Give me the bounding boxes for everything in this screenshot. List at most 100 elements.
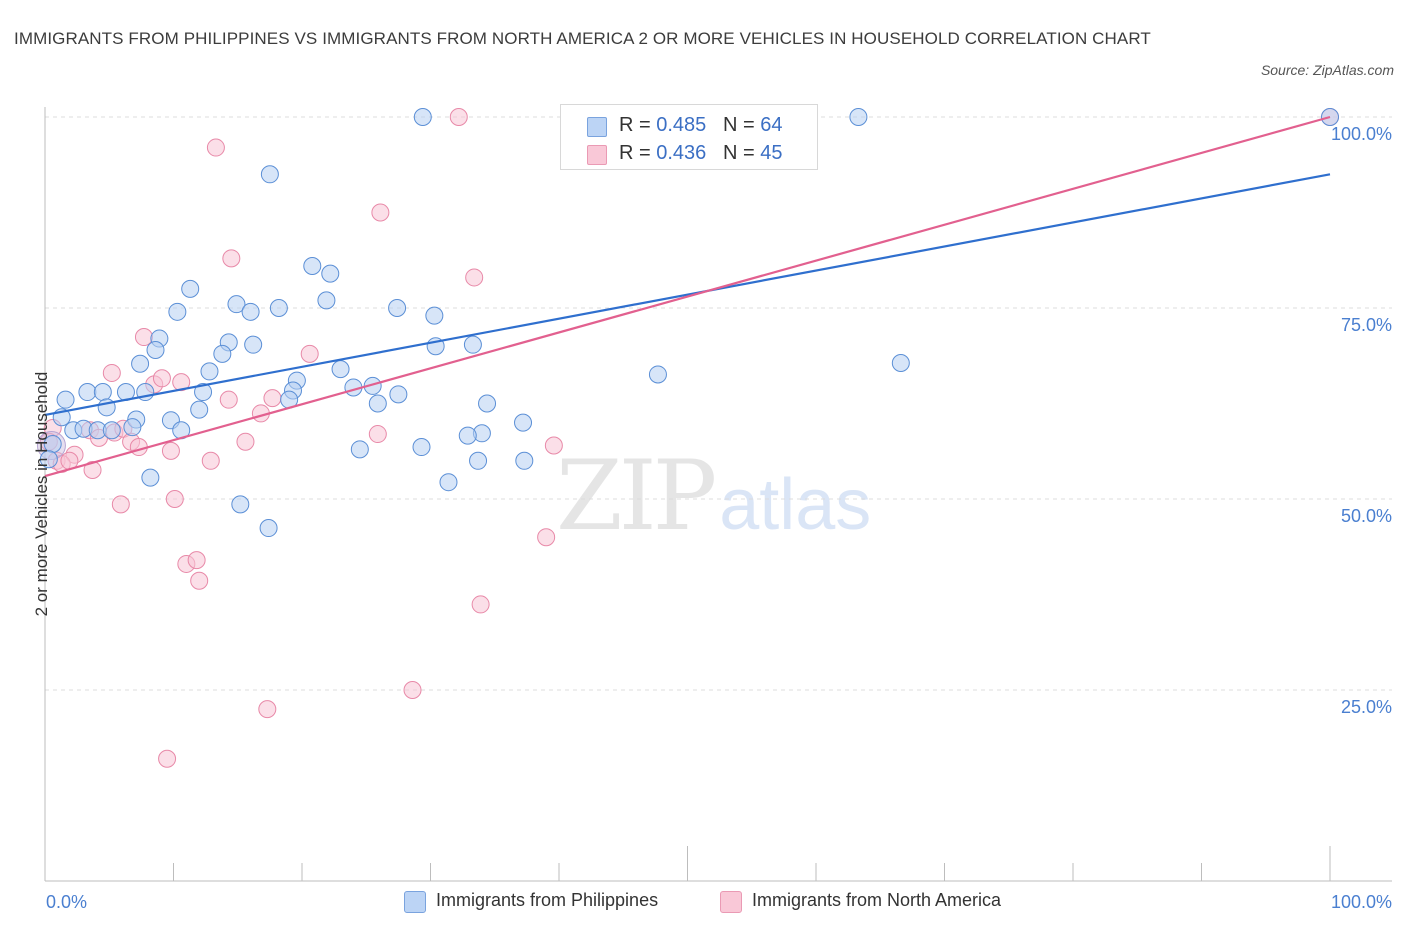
gridlines <box>45 116 1392 691</box>
point-philippines <box>56 390 75 409</box>
point-north-america <box>152 369 171 388</box>
point-philippines <box>141 468 160 487</box>
legend-n-label: N = <box>722 114 755 136</box>
point-philippines <box>131 354 150 373</box>
point-philippines <box>350 440 369 459</box>
point-philippines <box>93 383 112 402</box>
point-north-america <box>371 203 390 222</box>
point-north-america <box>187 551 206 570</box>
point-philippines <box>891 354 910 373</box>
point-north-america <box>172 373 191 392</box>
point-philippines <box>181 279 200 298</box>
point-philippines <box>227 295 246 314</box>
point-philippines <box>260 165 279 184</box>
point-philippines <box>123 418 142 437</box>
point-philippines <box>439 473 458 492</box>
trend-line-philippines <box>44 173 1331 417</box>
point-philippines <box>244 335 263 354</box>
point-north-america <box>190 571 209 590</box>
point-north-america <box>165 490 184 508</box>
point-philippines <box>413 108 432 126</box>
point-north-america <box>544 436 563 455</box>
point-philippines <box>849 108 868 126</box>
point-philippines <box>78 383 97 402</box>
point-north-america <box>158 749 177 768</box>
legend-r-label: R = <box>619 114 651 136</box>
point-philippines <box>425 306 444 325</box>
stats-legend: R = 0.485 N = 64 R = 0.436 N = 45 <box>560 104 818 170</box>
y-tick-label: 75.0% <box>1341 315 1392 335</box>
point-philippines <box>412 438 431 457</box>
point-philippines <box>213 344 232 363</box>
axes <box>44 107 1392 882</box>
point-philippines <box>303 256 322 275</box>
point-philippines <box>39 450 58 469</box>
legend-label-north-america: Immigrants from North America <box>752 890 1002 910</box>
point-north-america <box>222 249 241 268</box>
point-north-america <box>102 363 121 382</box>
point-philippines <box>200 362 219 381</box>
point-north-america <box>263 389 282 408</box>
legend-swatch-philippines <box>587 117 607 137</box>
point-north-america <box>206 138 225 157</box>
point-north-america <box>258 700 277 719</box>
point-north-america <box>403 681 422 699</box>
point-philippines <box>388 299 407 317</box>
point-north-america <box>219 390 238 409</box>
x-tick-label: 100.0% <box>1331 892 1392 912</box>
y-tick-label: 50.0% <box>1341 506 1392 526</box>
legend-swatch-philippines <box>404 891 426 913</box>
y-tick-label: 100.0% <box>1331 124 1392 144</box>
point-philippines <box>194 383 213 402</box>
x-tick-label: 0.0% <box>46 892 87 912</box>
series-legend: Immigrants from Philippines Immigrants f… <box>0 888 1406 916</box>
chart-source: Source: ZipAtlas.com <box>1260 62 1394 78</box>
point-north-america <box>471 595 490 614</box>
point-north-america <box>537 528 556 547</box>
legend-r-value: 0.436 <box>656 142 707 164</box>
point-philippines <box>515 451 534 470</box>
legend-n-label: N = <box>722 142 755 164</box>
point-philippines <box>190 400 209 419</box>
point-philippines <box>389 385 408 404</box>
legend-n-value: 45 <box>760 142 783 164</box>
chart-title: IMMIGRANTS FROM PHILIPPINES VS IMMIGRANT… <box>14 29 1151 48</box>
point-philippines <box>168 302 187 321</box>
point-north-america <box>201 451 220 470</box>
watermark-atlas: atlas <box>719 465 872 545</box>
point-philippines <box>321 264 340 283</box>
point-philippines <box>478 394 497 413</box>
point-philippines <box>317 291 336 310</box>
point-philippines <box>648 365 667 384</box>
point-philippines <box>331 360 350 379</box>
legend-r-value: 0.485 <box>656 114 707 136</box>
point-philippines <box>368 394 387 413</box>
trend-lines <box>44 115 1331 478</box>
point-philippines <box>259 519 278 538</box>
point-north-america <box>449 108 468 126</box>
point-north-america <box>236 432 255 451</box>
series-philippines-points <box>39 108 1339 538</box>
y-tick-label: 25.0% <box>1341 697 1392 717</box>
series-north-america-points <box>36 108 1339 768</box>
legend-swatch-north-america <box>587 145 607 165</box>
point-philippines <box>102 421 121 440</box>
point-north-america <box>129 438 148 457</box>
point-north-america <box>465 268 484 287</box>
point-philippines <box>241 302 260 321</box>
watermark: ZIPatlas <box>556 440 871 552</box>
legend-label-philippines: Immigrants from Philippines <box>436 890 659 910</box>
point-north-america <box>300 344 319 363</box>
point-philippines <box>231 495 250 514</box>
point-north-america <box>134 328 153 347</box>
point-philippines <box>469 451 488 470</box>
point-philippines <box>463 335 482 354</box>
legend-swatch-north-america <box>720 891 742 913</box>
legend-n-value: 64 <box>760 114 783 136</box>
point-north-america <box>368 425 387 444</box>
point-philippines <box>269 299 288 317</box>
point-philippines <box>458 426 477 445</box>
trend-line-north-america <box>44 115 1331 478</box>
y-axis-label: 2 or more Vehicles in Household <box>32 371 51 617</box>
